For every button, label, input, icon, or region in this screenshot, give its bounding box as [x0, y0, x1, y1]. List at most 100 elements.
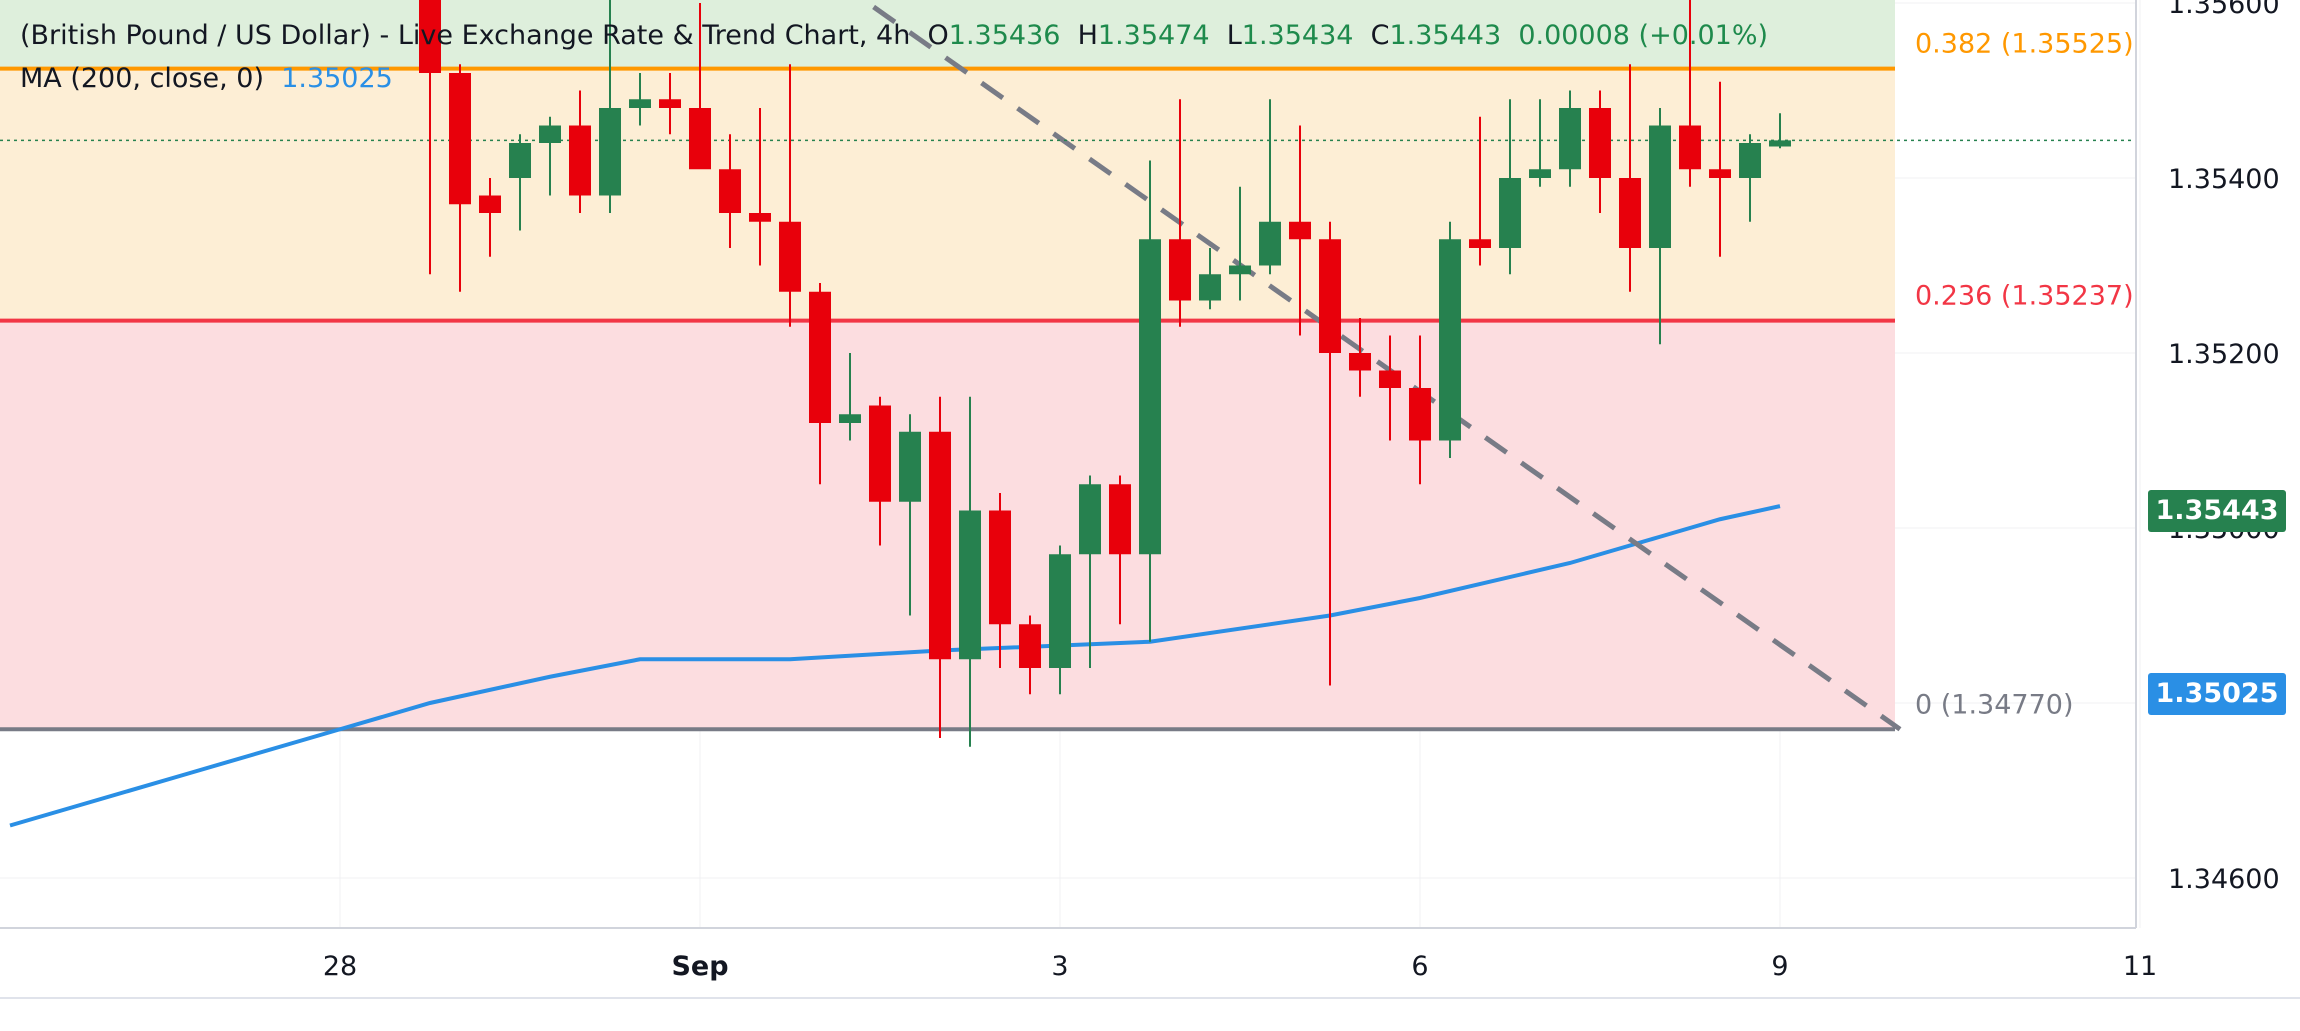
- time-tick-label: 11: [2123, 951, 2157, 982]
- candle: [959, 396, 981, 747]
- candle-body: [1079, 484, 1101, 555]
- low-value: 1.35434: [1241, 20, 1354, 51]
- price-tick-label: 1.35400: [2168, 164, 2280, 195]
- candle-body: [1739, 143, 1761, 178]
- candle-body: [1619, 178, 1641, 248]
- candle: [1679, 0, 1701, 187]
- candle: [929, 396, 951, 738]
- candle: [1259, 99, 1281, 275]
- candle: [419, 0, 441, 275]
- time-tick-label: 28: [323, 951, 357, 982]
- candle-body: [1349, 353, 1371, 371]
- candle: [899, 414, 921, 616]
- fib-label-0.236: 0.236 (1.35237): [1915, 281, 2134, 312]
- candle: [569, 90, 591, 213]
- candle: [1469, 116, 1491, 266]
- candle-body: [719, 169, 741, 213]
- candle-body: [1049, 554, 1071, 668]
- candle-body: [569, 125, 591, 196]
- candle: [1109, 475, 1131, 625]
- candle: [539, 116, 561, 196]
- candle-body: [1499, 178, 1521, 248]
- candle-body: [749, 213, 771, 222]
- candle-body: [1169, 239, 1191, 301]
- candle-body: [1589, 108, 1611, 178]
- low-label: L: [1226, 20, 1242, 51]
- close-value: 1.35443: [1389, 20, 1502, 51]
- candle-body: [1289, 221, 1311, 240]
- fib-label-0.382: 0.382 (1.35525): [1915, 29, 2134, 60]
- candle: [1199, 248, 1221, 310]
- time-tick-label: 6: [1411, 951, 1428, 982]
- candle-body: [1229, 265, 1251, 275]
- time-tick-label: 3: [1051, 951, 1068, 982]
- candle-body: [1439, 239, 1461, 441]
- high-label: H: [1077, 20, 1098, 51]
- price-tick-label: 1.35200: [2168, 339, 2280, 370]
- candle-body: [629, 99, 651, 108]
- candle-body: [599, 108, 621, 196]
- candle: [809, 283, 831, 485]
- candle-body: [869, 405, 891, 502]
- candle: [1049, 545, 1071, 695]
- ma-legend[interactable]: MA (200, close, 0) 1.35025: [20, 63, 393, 94]
- candle: [779, 64, 801, 327]
- time-tick-label: 9: [1771, 951, 1788, 982]
- candle: [1589, 90, 1611, 213]
- candle-body: [1529, 169, 1551, 178]
- candle-body: [1649, 125, 1671, 248]
- candle: [1289, 125, 1311, 336]
- candle: [1499, 99, 1521, 275]
- candle-body: [1559, 108, 1581, 170]
- close-label: C: [1370, 20, 1390, 51]
- candle-body: [989, 510, 1011, 625]
- candle: [719, 134, 741, 248]
- candle: [689, 3, 711, 170]
- candle-body: [1319, 239, 1341, 353]
- candle: [1649, 108, 1671, 345]
- candle: [599, 0, 621, 213]
- candle: [1229, 186, 1251, 301]
- last-price-tag: 1.35443: [2148, 490, 2286, 532]
- ma-label: MA (200, close, 0): [20, 63, 265, 94]
- candle: [1319, 221, 1341, 686]
- candle-body: [509, 143, 531, 178]
- candle-body: [1469, 239, 1491, 248]
- price-tick-label: 1.34600: [2168, 864, 2280, 895]
- candle: [989, 493, 1011, 668]
- candle-body: [809, 291, 831, 423]
- candle-body: [1259, 221, 1281, 266]
- candle: [479, 178, 501, 257]
- candle-body: [659, 99, 681, 108]
- candle-body: [839, 414, 861, 423]
- trend-line: [859, 0, 1902, 732]
- candle-body: [959, 510, 981, 660]
- candle: [629, 73, 651, 126]
- ma-price-tag: 1.35025: [2148, 673, 2286, 715]
- candle: [509, 134, 531, 231]
- candle: [1379, 335, 1401, 441]
- candle-body: [1139, 239, 1161, 555]
- candle: [1409, 335, 1431, 485]
- candle-body: [479, 195, 501, 213]
- candle: [749, 108, 771, 266]
- candle-body: [539, 125, 561, 143]
- open-label: O: [927, 20, 949, 51]
- chart-header: (British Pound / US Dollar) - Live Excha…: [20, 20, 1768, 51]
- candle: [869, 396, 891, 546]
- candle: [1139, 160, 1161, 642]
- candle: [1529, 99, 1551, 187]
- high-value: 1.35474: [1097, 20, 1210, 51]
- candle-body: [899, 431, 921, 502]
- candle-body: [779, 221, 801, 292]
- candle: [1439, 221, 1461, 458]
- candle-body: [1109, 484, 1131, 555]
- candle-body: [449, 73, 471, 205]
- candle: [1169, 99, 1191, 327]
- candle: [1019, 615, 1041, 695]
- candle-body: [1769, 140, 1791, 147]
- candle: [1739, 134, 1761, 222]
- candle-body: [1409, 388, 1431, 441]
- candle: [1619, 64, 1641, 292]
